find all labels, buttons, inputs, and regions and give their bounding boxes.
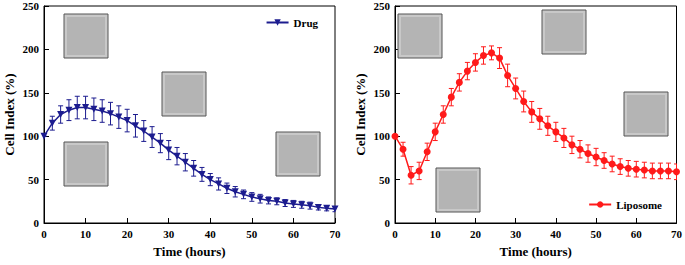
- svg-text:0: 0: [392, 228, 398, 240]
- svg-text:70: 70: [330, 228, 342, 240]
- svg-text:60: 60: [631, 228, 643, 240]
- svg-text:200: 200: [23, 43, 40, 55]
- svg-text:50: 50: [379, 174, 391, 186]
- svg-text:Time (hours): Time (hours): [500, 244, 572, 259]
- svg-text:30: 30: [163, 228, 175, 240]
- svg-text:150: 150: [23, 87, 40, 99]
- svg-text:70: 70: [671, 228, 683, 240]
- svg-text:200: 200: [374, 43, 391, 55]
- svg-text:0: 0: [41, 228, 47, 240]
- svg-text:Cell Index (%): Cell Index (%): [2, 73, 17, 155]
- svg-text:40: 40: [205, 228, 217, 240]
- svg-text:60: 60: [288, 228, 300, 240]
- svg-text:10: 10: [80, 228, 92, 240]
- svg-text:10: 10: [430, 228, 442, 240]
- svg-text:250: 250: [23, 0, 40, 12]
- svg-text:20: 20: [122, 228, 134, 240]
- svg-text:150: 150: [374, 87, 391, 99]
- svg-text:Time (hours): Time (hours): [153, 244, 225, 259]
- svg-text:0: 0: [385, 217, 391, 229]
- svg-text:Cell Index (%): Cell Index (%): [353, 73, 368, 155]
- svg-text:50: 50: [246, 228, 258, 240]
- svg-text:30: 30: [510, 228, 522, 240]
- svg-text:20: 20: [470, 228, 482, 240]
- svg-text:50: 50: [28, 174, 40, 186]
- svg-text:100: 100: [374, 130, 391, 142]
- svg-text:250: 250: [374, 0, 391, 12]
- svg-text:40: 40: [550, 228, 562, 240]
- svg-text:0: 0: [34, 217, 40, 229]
- svg-text:Liposome: Liposome: [616, 199, 662, 211]
- svg-text:Drug: Drug: [294, 17, 319, 29]
- svg-text:100: 100: [23, 130, 40, 142]
- svg-text:50: 50: [591, 228, 603, 240]
